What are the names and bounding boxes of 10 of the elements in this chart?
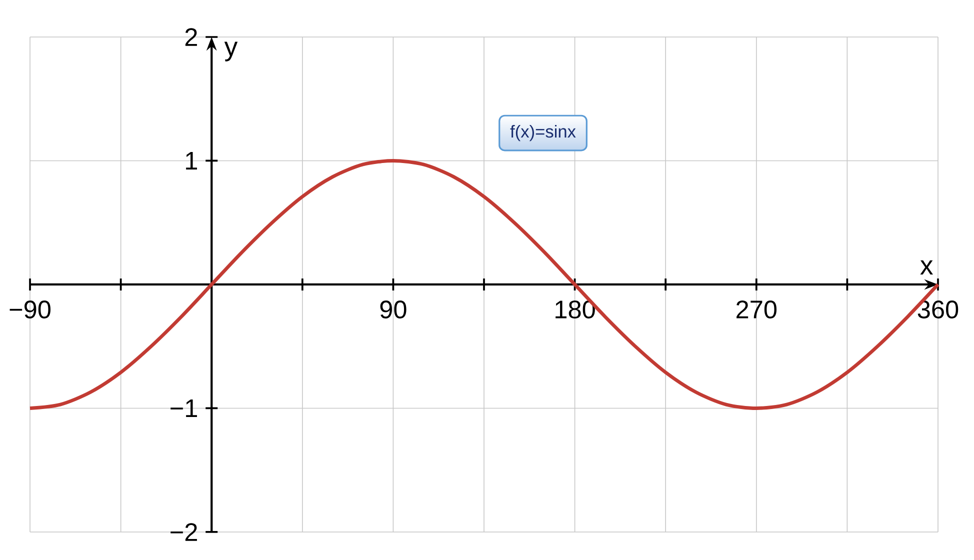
annotation: f(x)=sinx — [510, 124, 576, 142]
y-tick-label: 2 — [185, 28, 197, 46]
x-tick-label: −90 — [10, 300, 50, 318]
y-tick-label: 1 — [186, 152, 197, 170]
x-tick-label: 90 — [380, 300, 406, 318]
x-tick-label: 270 — [736, 300, 777, 318]
y-tick-label: −2 — [170, 523, 197, 541]
y-tick-label: −1 — [170, 400, 197, 417]
y-axis-title: y — [224, 42, 238, 62]
x-axis-title: x — [920, 260, 933, 274]
